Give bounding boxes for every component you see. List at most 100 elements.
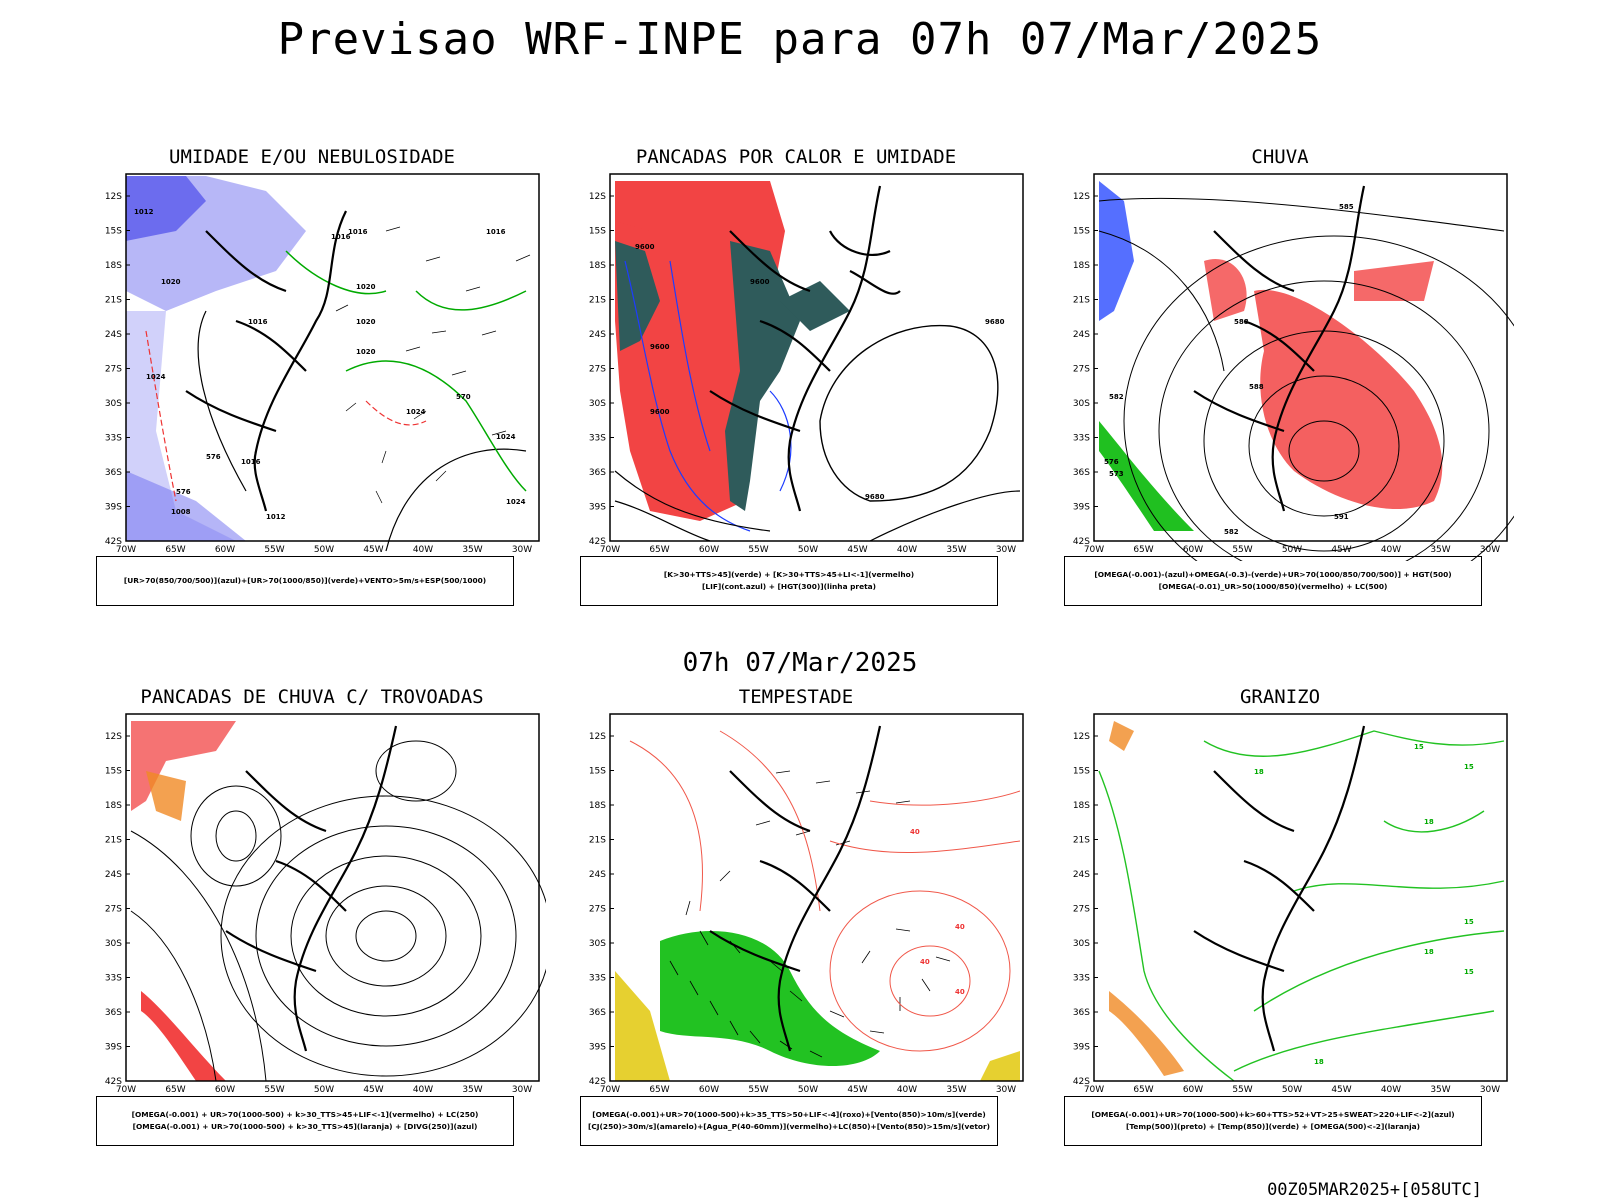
lon-tick-label: 30W [996, 1085, 1016, 1095]
lon-tick-label: 40W [413, 1085, 433, 1095]
contour-labels: 9600 9600 9600 9600 9680 9680 [635, 243, 1005, 501]
contour-label: 588 [1249, 383, 1264, 391]
contour-label: 40 [920, 958, 930, 966]
contour-label: 1020 [161, 278, 181, 286]
lat-tick-label: 27S [589, 905, 606, 915]
contour-label: 18 [1254, 768, 1264, 776]
legend-line: [OMEGA(-0.001)+UR>70(1000-500)+k>60+TTS>… [1091, 1110, 1455, 1119]
contour-lines [629, 730, 1021, 1052]
contour-label: 570 [456, 393, 471, 401]
lon-tick-label: 40W [1381, 545, 1401, 555]
lat-tick-label: 15S [105, 227, 122, 237]
shading [131, 721, 236, 1081]
contour-label: 582 [1109, 393, 1124, 401]
coastline [709, 185, 901, 512]
lat-tick-label: 24S [105, 870, 122, 880]
lat-tick-label: 27S [105, 365, 122, 375]
lon-tick-label: 50W [798, 545, 818, 555]
contour-lines [614, 260, 1021, 542]
lat-tick-label: 12S [105, 192, 122, 202]
lon-tick-label: 60W [215, 545, 235, 555]
coastline [709, 725, 882, 1052]
lat-tick-label: 39S [1073, 503, 1090, 513]
lon-tick-label: 35W [946, 1085, 966, 1095]
contour-label: 576 [1104, 458, 1119, 466]
lon-tick-label: 50W [314, 545, 334, 555]
lon-tick-label: 55W [748, 1085, 768, 1095]
lon-tick-label: 60W [1183, 1085, 1203, 1095]
contour-label: 582 [1224, 528, 1239, 536]
shading [615, 931, 1020, 1081]
lon-tick-label: 50W [314, 1085, 334, 1095]
contour-label: 1016 [331, 233, 351, 241]
lon-tick-label: 35W [1430, 545, 1450, 555]
lat-tick-label: 33S [105, 974, 122, 984]
panel-chuva: CHUVA 585 588 588 582 576 573 591 582 12S 15S 18S… [1060, 146, 1520, 626]
contour-labels: 585 588 588 582 576 573 591 582 [1104, 203, 1354, 536]
lon-tick-label: 60W [1183, 545, 1203, 555]
contour-label: 591 [1334, 513, 1349, 521]
panel-title: PANCADAS POR CALOR E UMIDADE [635, 146, 957, 168]
lon-tick-label: 45W [847, 545, 867, 555]
lat-tick-label: 30S [1073, 939, 1090, 949]
legend-line: [OMEGA(-0.001)+UR>70(1000-500)+k>35_TTS>… [592, 1110, 986, 1119]
lat-tick-label: 39S [589, 1043, 606, 1053]
legend-line: [OMEGA(-0.01)_UR>50(1000/850)(vermelho) … [1158, 582, 1388, 591]
panel-title: GRANIZO [1239, 686, 1321, 708]
contour-lines [145, 250, 527, 552]
legend-trovoadas: [OMEGA(-0.001) + UR>70(1000-500) + k>30_… [96, 1096, 514, 1146]
lat-tick-label: 15S [105, 767, 122, 777]
lat-tick-label: 24S [1073, 330, 1090, 340]
lat-tick-label: 24S [1073, 870, 1090, 880]
lon-tick-label: 35W [946, 545, 966, 555]
coastline [1193, 185, 1366, 512]
legend-line: [UR>70(850/700/500)](azul)+[UR>70(1000/8… [123, 576, 487, 585]
valid-time-label: 07h 07/Mar/2025 [682, 648, 918, 678]
map-pancadas-calor: 9600 9600 9600 9600 9680 9680 12S 15S 18S 21S 24S… [589, 173, 1024, 555]
lon-tick-label: 30W [1480, 545, 1500, 555]
contour-label: 573 [1109, 470, 1124, 478]
contour-label: 1008 [171, 508, 191, 516]
lat-tick-label: 30S [589, 939, 606, 949]
lat-tick-label: 33S [589, 434, 606, 444]
lon-tick-label: 70W [116, 545, 136, 555]
map-frame [609, 713, 1024, 1082]
lon-tick-label: 35W [1430, 1085, 1450, 1095]
page-title: Previsao WRF-INPE para 07h 07/Mar/2025 [277, 14, 1323, 65]
lat-tick-label: 12S [1073, 732, 1090, 742]
lat-tick-label: 30S [105, 399, 122, 409]
lat-tick-label: 18S [1073, 261, 1090, 271]
legend-tempestade: [OMEGA(-0.001)+UR>70(1000-500)+k>35_TTS>… [580, 1096, 998, 1146]
lon-tick-label: 30W [996, 545, 1016, 555]
lon-tick-label: 40W [1381, 1085, 1401, 1095]
coastline [1193, 725, 1366, 1052]
lat-tick-label: 18S [589, 261, 606, 271]
lon-tick-label: 40W [413, 545, 433, 555]
contour-lines [1098, 730, 1505, 1082]
lat-tick-label: 36S [1073, 468, 1090, 478]
lat-tick-label: 33S [1073, 434, 1090, 444]
contour-label: 1016 [248, 318, 268, 326]
contour-label: 40 [955, 923, 965, 931]
contour-label: 585 [1339, 203, 1354, 211]
legend-umidade: [UR>70(850/700/500)](azul)+[UR>70(1000/8… [96, 556, 514, 606]
lat-tick-label: 21S [1073, 296, 1090, 306]
lat-tick-label: 33S [589, 974, 606, 984]
contour-label: 15 [1414, 743, 1424, 751]
lon-tick-label: 30W [1480, 1085, 1500, 1095]
lat-tick-label: 12S [105, 732, 122, 742]
lon-tick-label: 45W [1331, 545, 1351, 555]
lat-tick-label: 30S [589, 399, 606, 409]
lat-tick-label: 33S [105, 434, 122, 444]
contour-label: 1024 [496, 433, 516, 441]
contour-label: 576 [176, 488, 191, 496]
lat-tick-label: 12S [1073, 192, 1090, 202]
contour-labels: 40 40 40 40 [910, 828, 965, 996]
contour-label: 1020 [356, 348, 376, 356]
shading [1099, 181, 1443, 531]
contour-label: 9600 [650, 343, 670, 351]
lat-tick-label: 27S [589, 365, 606, 375]
legend-line: [OMEGA(-0.001) + UR>70(1000-500) + k>30_… [131, 1110, 479, 1119]
legend-granizo: [OMEGA(-0.001)+UR>70(1000-500)+k>60+TTS>… [1064, 1096, 1482, 1146]
